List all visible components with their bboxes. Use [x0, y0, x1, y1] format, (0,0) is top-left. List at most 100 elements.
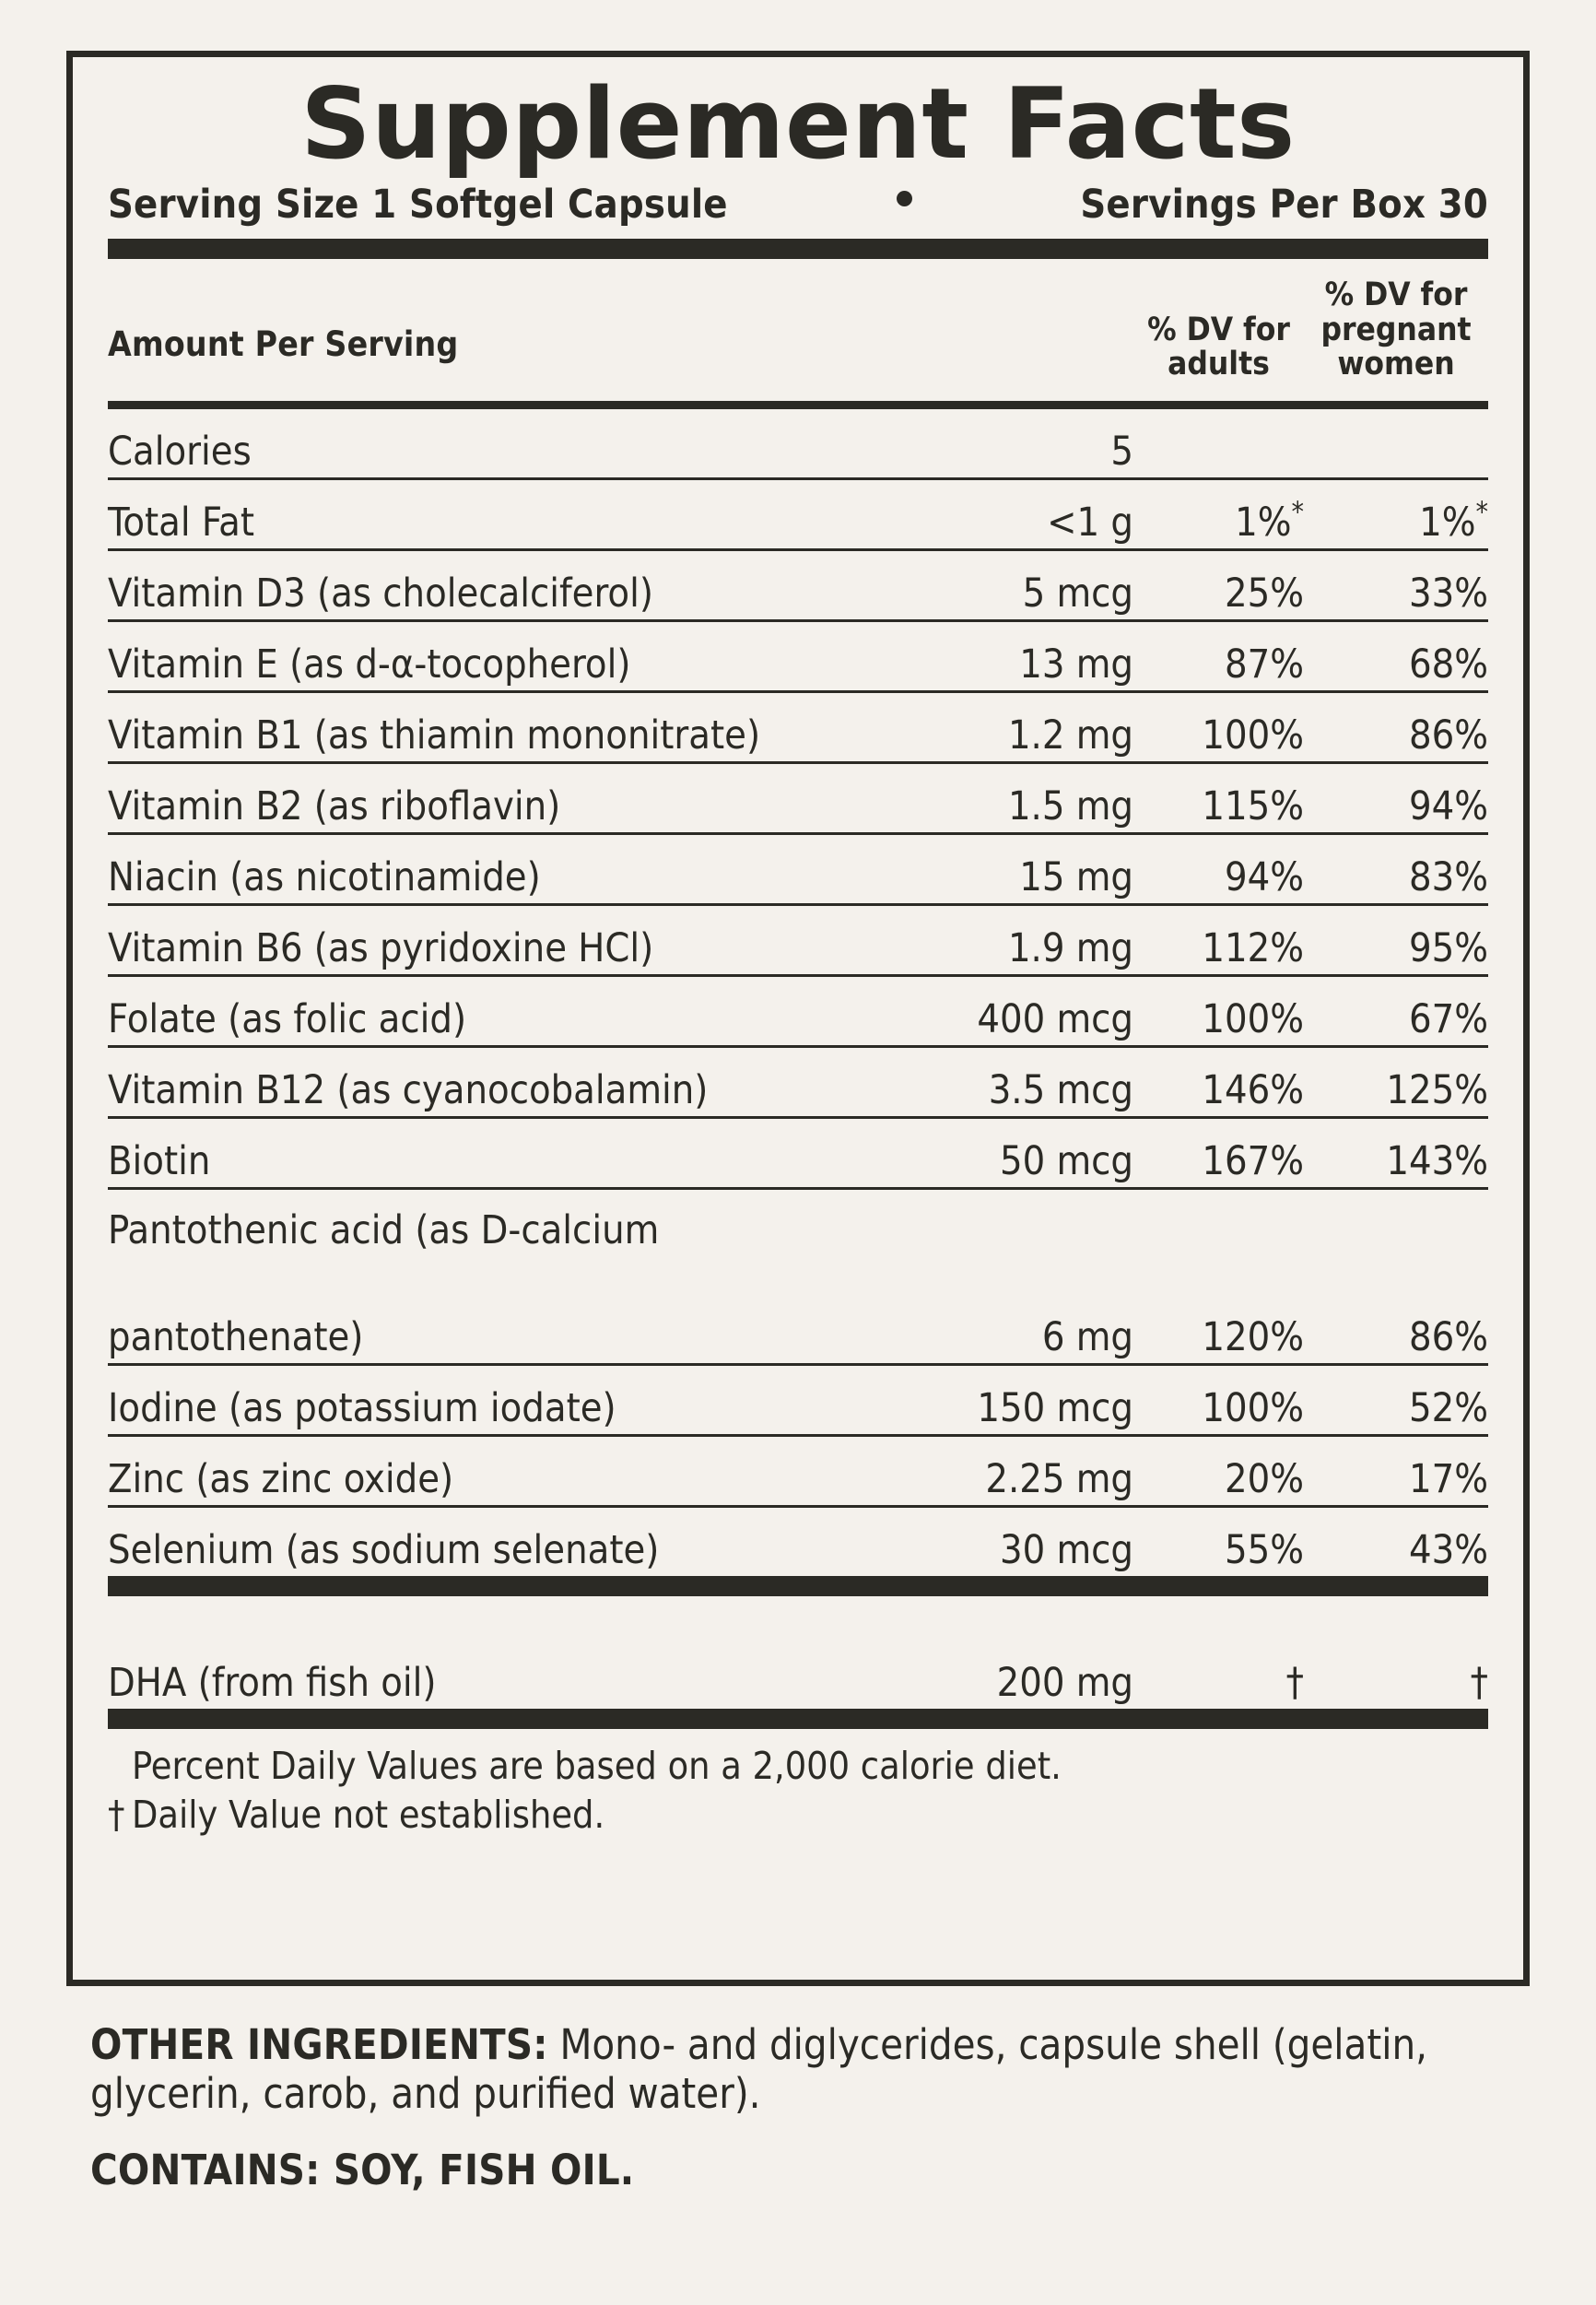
nutrient-table-pantothenic: Pantothenic acid (as D-calcium pantothena… [108, 1190, 1488, 1367]
divider-thick-after-dha [108, 1709, 1488, 1730]
nutrient-dv-pregnant: 68% [1304, 620, 1488, 694]
footnote-ref-asterisk: * [1475, 496, 1489, 529]
nutrient-name: Vitamin B2 (as riboflavin) [108, 762, 857, 836]
nutrient-name: DHA (from fish oil) [108, 1660, 437, 1707]
dv-pregnant-line-1: % DV for [1324, 276, 1468, 313]
table-row: DHA (from fish oil) 200 mg † † [108, 1596, 1488, 1709]
bullet-separator-icon [896, 191, 912, 207]
footnote-marker-dagger: † [108, 1793, 125, 1838]
nutrient-name: Folate (as folic acid) [108, 975, 857, 1049]
nutrient-amount: 15 mg [857, 833, 1133, 907]
divider-below-column-headers [108, 401, 1488, 410]
table-row: Pantothenic acid (as D-calcium [108, 1190, 1488, 1251]
nutrient-table-minerals: Iodine (as potassium iodate) 150 mcg 100% 5… [108, 1366, 1488, 1576]
contains-allergens-text: CONTAINS: SOY, FISH OIL. [90, 2146, 635, 2195]
table-row: Vitamin B1 (as thiamin mononitrate) 1.2 m… [108, 691, 1488, 765]
nutrient-dv-pregnant: 67% [1304, 975, 1488, 1049]
nutrient-dv-adults: 100% [1133, 691, 1304, 765]
nutrient-dv-adults: 112% [1133, 904, 1304, 978]
nutrient-amount: 6 mg [857, 1251, 1133, 1367]
nutrient-table-body: Calories 5 Total Fat <1 g 1%* 1%* Vitamin D3 (… [108, 409, 1489, 1191]
nutrient-amount: 13 mg [857, 620, 1133, 694]
nutrient-amount: 400 mcg [857, 975, 1133, 1049]
nutrient-dv-pregnant [1304, 1190, 1488, 1251]
amount-per-serving-label: Amount Per Serving [108, 324, 459, 365]
footnote-line-1: Percent Daily Values are based on a 2,00… [108, 1742, 1488, 1791]
nutrient-name: Vitamin B12 (as cyanocobalamin) [108, 1046, 857, 1120]
nutrient-amount: 3.5 mcg [857, 1046, 1133, 1120]
servings-per-container-text: Servings Per Box 30 [1080, 182, 1488, 229]
nutrient-amount: 2.25 mg [857, 1435, 1133, 1509]
other-ingredients-paragraph: OTHER INGREDIENTS: Mono- and diglyceride… [90, 2020, 1528, 2118]
nutrient-dv-pregnant: 86% [1304, 691, 1488, 765]
nutrient-amount: 150 mcg [857, 1366, 1133, 1438]
footnote-text-1: Percent Daily Values are based on a 2,00… [132, 1744, 1062, 1789]
nutrient-name: Vitamin B6 (as pyridoxine HCl) [108, 904, 857, 978]
dv-adults-line-2: adults [1168, 346, 1270, 383]
nutrient-dv-pregnant [1304, 409, 1488, 481]
nutrient-amount: 50 mcg [857, 1117, 1133, 1191]
nutrient-name: Pantothenic acid (as D-calcium [108, 1207, 660, 1254]
nutrient-dv-pregnant: 17% [1304, 1435, 1488, 1509]
page-title: Supplement Facts [300, 67, 1296, 181]
nutrient-name: Biotin [108, 1117, 857, 1191]
nutrient-dv-pregnant: 95% [1304, 904, 1488, 978]
nutrient-dv-pregnant: 125% [1304, 1046, 1488, 1120]
table-row: pantothenate) 6 mg 120% 86% [108, 1251, 1488, 1367]
nutrient-dv-adults: 94% [1133, 833, 1304, 907]
nutrient-amount: 1.2 mg [857, 691, 1133, 765]
table-row: Vitamin B6 (as pyridoxine HCl) 1.9 mg 112%… [108, 904, 1488, 978]
nutrient-dv-pregnant: 43% [1409, 1527, 1488, 1574]
table-row: Folate (as folic acid) 400 mcg 100% 67% [108, 975, 1488, 1049]
column-header-dv-pregnant: % DV for pregnant women [1304, 276, 1488, 401]
nutrient-dv-adults: 20% [1133, 1435, 1304, 1509]
nutrient-dv-adults [1133, 1190, 1304, 1251]
nutrient-dv-adults: 100% [1133, 1366, 1304, 1438]
nutrient-name: Vitamin D3 (as cholecalciferol) [108, 549, 857, 623]
nutrient-name: Calories [108, 409, 857, 481]
table-row: Niacin (as nicotinamide) 15 mg 94% 83% [108, 833, 1488, 907]
table-row: Vitamin B2 (as riboflavin) 1.5 mg 115% 94% [108, 762, 1488, 836]
table-row: Biotin 50 mcg 167% 143% [108, 1117, 1488, 1191]
dv-pregnant-line-2: pregnant [1320, 311, 1472, 348]
nutrient-amount: <1 g [857, 478, 1133, 552]
table-row: Vitamin B12 (as cyanocobalamin) 3.5 mcg 14… [108, 1046, 1488, 1120]
nutrient-name: Zinc (as zinc oxide) [108, 1435, 857, 1509]
table-row: Calories 5 [108, 409, 1488, 481]
serving-size-text: Serving Size 1 Softgel Capsule [108, 182, 728, 229]
nutrient-amount [857, 1190, 1133, 1251]
nutrient-amount: 5 [857, 409, 1133, 481]
nutrient-dv-pregnant: 143% [1304, 1117, 1488, 1191]
nutrient-dv-pregnant: 52% [1304, 1366, 1488, 1438]
column-header-dv-adults: % DV for adults [1133, 312, 1304, 402]
nutrient-dv-adults: † [1285, 1660, 1304, 1707]
footnote-line-2: † Daily Value not established. [108, 1791, 1488, 1840]
table-row: Selenium (as sodium selenate) 30 mcg 55% 43… [108, 1507, 1488, 1577]
nutrient-name: pantothenate) [108, 1251, 857, 1367]
nutrient-dv-adults: 146% [1133, 1046, 1304, 1120]
nutrient-dv-pregnant: 94% [1304, 762, 1488, 836]
nutrient-dv-adults: 120% [1133, 1251, 1304, 1367]
nutrient-dv-pregnant: 1%* [1304, 478, 1489, 552]
nutrient-table: Calories 5 Total Fat <1 g 1%* 1%* Vitamin D3 (… [108, 409, 1489, 1191]
nutrient-dv-pregnant: † [1470, 1660, 1488, 1707]
footnote-text-2: Daily Value not established. [132, 1793, 605, 1838]
nutrient-name: Selenium (as sodium selenate) [108, 1527, 660, 1574]
nutrient-dv-adults: 115% [1133, 762, 1304, 836]
dv-pregnant-line-3: women [1337, 346, 1455, 383]
footnote-ref-asterisk: * [1291, 496, 1305, 529]
nutrient-dv-pregnant: 83% [1304, 833, 1488, 907]
table-row: Zinc (as zinc oxide) 2.25 mg 20% 17% [108, 1435, 1488, 1509]
nutrient-amount: 1.5 mg [857, 762, 1133, 836]
divider-thick-top [108, 239, 1488, 260]
footnotes: Percent Daily Values are based on a 2,00… [108, 1742, 1488, 1840]
nutrient-dv-adults: 87% [1133, 620, 1304, 694]
nutrient-name: Niacin (as nicotinamide) [108, 833, 857, 907]
other-ingredients-label: OTHER INGREDIENTS: [90, 2020, 548, 2069]
nutrient-dv-adults: 55% [1225, 1527, 1304, 1574]
nutrient-dv-pregnant: 86% [1304, 1251, 1488, 1367]
nutrient-amount: 5 mcg [857, 549, 1133, 623]
nutrient-dv-adults: 167% [1133, 1117, 1304, 1191]
table-row: Iodine (as potassium iodate) 150 mcg 100% 5… [108, 1366, 1488, 1438]
